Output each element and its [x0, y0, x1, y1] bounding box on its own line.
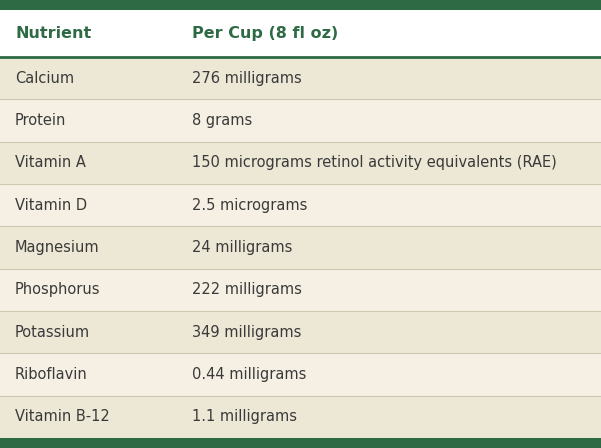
- Text: Per Cup (8 fl oz): Per Cup (8 fl oz): [192, 26, 338, 41]
- Text: 349 milligrams: 349 milligrams: [192, 325, 302, 340]
- Bar: [0, 184, 601, 226]
- Text: Vitamin B-12: Vitamin B-12: [15, 409, 110, 424]
- Text: 150 micrograms retinol activity equivalents (RAE): 150 micrograms retinol activity equivale…: [192, 155, 557, 170]
- Text: Riboflavin: Riboflavin: [15, 367, 88, 382]
- Bar: [0, 396, 601, 438]
- Bar: [0, 99, 601, 142]
- Text: Nutrient: Nutrient: [15, 26, 91, 41]
- Text: Protein: Protein: [15, 113, 66, 128]
- Bar: [0, 57, 601, 99]
- Text: Vitamin A: Vitamin A: [15, 155, 86, 170]
- Bar: [0, 311, 601, 353]
- Text: 2.5 micrograms: 2.5 micrograms: [192, 198, 308, 213]
- Text: 222 milligrams: 222 milligrams: [192, 282, 302, 297]
- Text: Phosphorus: Phosphorus: [15, 282, 100, 297]
- Text: Potassium: Potassium: [15, 325, 90, 340]
- Text: Magnesium: Magnesium: [15, 240, 100, 255]
- Text: Calcium: Calcium: [15, 71, 74, 86]
- Bar: [0, 353, 601, 396]
- Text: Vitamin D: Vitamin D: [15, 198, 87, 213]
- Bar: [0, 438, 601, 448]
- Text: 24 milligrams: 24 milligrams: [192, 240, 293, 255]
- Bar: [0, 0, 601, 10]
- Bar: [0, 226, 601, 269]
- Text: 0.44 milligrams: 0.44 milligrams: [192, 367, 307, 382]
- Bar: [0, 10, 601, 57]
- Text: 8 grams: 8 grams: [192, 113, 252, 128]
- Bar: [0, 142, 601, 184]
- Text: 1.1 milligrams: 1.1 milligrams: [192, 409, 297, 424]
- Text: 276 milligrams: 276 milligrams: [192, 71, 302, 86]
- Bar: [0, 269, 601, 311]
